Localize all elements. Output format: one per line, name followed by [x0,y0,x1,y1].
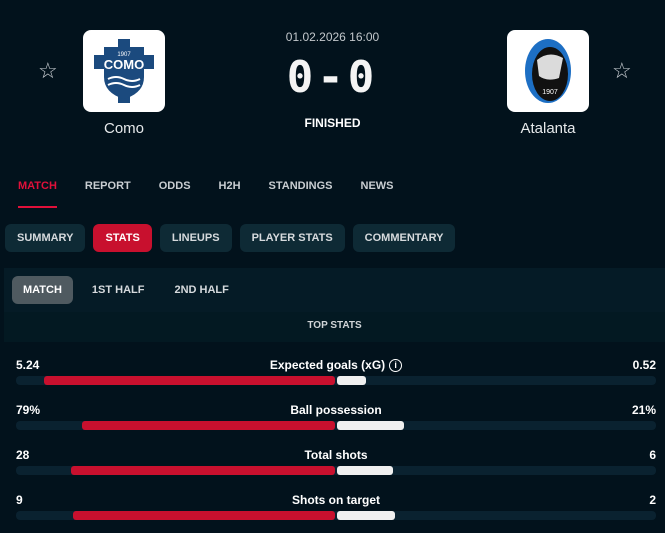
home-team-name[interactable]: Como [103,120,144,137]
stat-bar-track [16,511,656,520]
subtab-commentary[interactable]: COMMENTARY [352,224,456,252]
period-2nd-half[interactable]: 2ND HALF [174,284,229,296]
atalanta-crest-icon: 1907 [525,39,571,103]
subtab-player-stats[interactable]: PLAYER STATS [239,224,345,252]
svg-text:COMO: COMO [104,57,144,72]
home-value: 28 [16,448,30,462]
section-title: TOP STATS [4,312,665,342]
stat-row: 28 Total shots 6 [16,448,656,488]
home-value: 9 [16,493,23,507]
stat-row: 79% Ball possession 21% [16,403,656,443]
home-bar [73,511,335,520]
match-status: FINISHED [304,116,361,130]
away-bar [337,376,366,385]
como-crest-icon: COMO 1907 [94,39,154,103]
tab-report[interactable]: REPORT [84,180,131,192]
home-value: 5.24 [16,358,40,372]
tab-match[interactable]: MATCH [18,180,57,208]
stat-bar-track [16,466,656,475]
away-value: 2 [649,493,656,507]
home-bar [43,376,335,385]
tab-standings[interactable]: STANDINGS [268,180,333,192]
stat-bar-track [16,421,656,430]
stat-label: Total shots [304,448,368,462]
away-value: 0.52 [632,358,656,372]
period-1st-half[interactable]: 1ST HALF [91,284,145,296]
away-value: 21% [631,403,656,417]
match-score: 0-0 [286,52,379,103]
stat-label: Shots on target [291,493,380,507]
away-bar [337,421,405,430]
away-bar [337,511,396,520]
home-bar [82,421,335,430]
away-bar [337,466,394,475]
away-value: 6 [649,448,656,462]
match-datetime: 01.02.2026 16:00 [285,30,380,44]
period-tabs: MATCH 1ST HALF 2ND HALF [12,276,240,304]
stat-label: Ball possession [290,403,382,417]
tab-h2h[interactable]: H2H [218,180,241,192]
stat-bar-track [16,376,656,385]
subtab-stats[interactable]: STATS [93,224,152,252]
match-nav: MATCH REPORT ODDS H2H STANDINGS NEWS [18,180,422,208]
stat-row: 5.24 Expected goals (xG) i 0.52 [16,358,656,398]
subtab-summary[interactable]: SUMMARY [5,224,86,252]
tab-news[interactable]: NEWS [360,180,394,192]
home-value: 79% [16,403,41,417]
subtabs: SUMMARY STATS LINEUPS PLAYER STATS COMMENTAR… [5,224,456,252]
subtab-lineups[interactable]: LINEUPS [159,224,232,252]
info-icon[interactable]: i [389,359,403,373]
away-team-logo[interactable]: 1907 [507,30,589,112]
favorite-home-star-icon[interactable]: ☆ [38,58,58,83]
tab-odds[interactable]: ODDS [158,180,191,192]
stat-row: 9 Shots on target 2 [16,493,656,533]
home-team-logo[interactable]: COMO 1907 [83,30,165,112]
svg-text:1907: 1907 [542,89,558,96]
svg-text:1907: 1907 [117,52,131,58]
period-match[interactable]: MATCH [12,276,73,304]
home-bar [71,466,335,475]
stat-label: Expected goals (xG) [269,358,386,372]
favorite-away-star-icon[interactable]: ☆ [612,58,632,83]
away-team-name[interactable]: Atalanta [520,120,576,137]
